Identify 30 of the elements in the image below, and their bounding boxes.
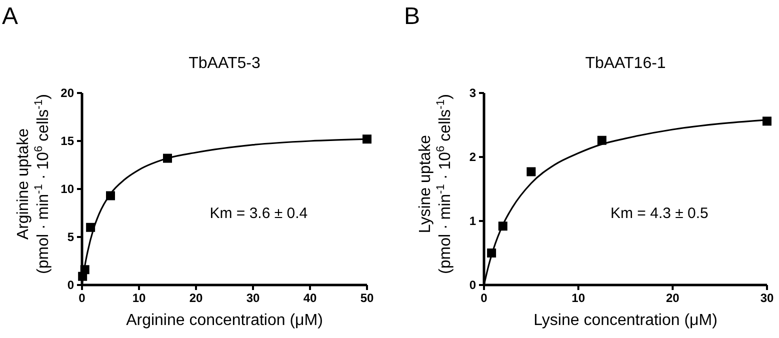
x-tick-label: 10 xyxy=(132,291,146,305)
x-tick-label: 0 xyxy=(480,291,488,305)
annotation: Km = 3.6 ± 0.4 xyxy=(210,204,308,222)
x-tick-label: 20 xyxy=(189,291,203,305)
x-tick-label: 50 xyxy=(360,291,374,305)
x-tick-label: 30 xyxy=(246,291,260,305)
y-tick-label: 0 xyxy=(67,278,74,292)
text: A xyxy=(2,3,18,30)
chart-title: TbAAT16-1 xyxy=(585,55,666,72)
y-tick-label: 1 xyxy=(469,214,476,228)
y-tick-label: 10 xyxy=(60,182,74,196)
y-tick-label: 5 xyxy=(67,230,74,244)
x-axis-title: Arginine concentration (μM) xyxy=(126,312,323,329)
annotation: Km = 4.3 ± 0.5 xyxy=(610,204,708,222)
y-tick-label: 3 xyxy=(469,86,476,100)
x-axis-title: Lysine concentration (μM) xyxy=(534,312,718,329)
y-tick-label: 20 xyxy=(60,86,74,100)
x-tick-label: 40 xyxy=(303,291,317,305)
x-tick-label: 20 xyxy=(666,291,680,305)
text: B xyxy=(404,3,420,30)
y-tick-label: 15 xyxy=(60,134,74,148)
x-tick-label: 0 xyxy=(78,291,86,305)
x-tick-label: 10 xyxy=(572,291,586,305)
point xyxy=(362,134,372,144)
chart-title: TbAAT5-3 xyxy=(188,55,260,72)
y-tick-label: 0 xyxy=(469,278,476,292)
x-tick-label: 30 xyxy=(760,291,774,305)
y-tick-label: 2 xyxy=(469,150,476,164)
point xyxy=(762,116,772,126)
point xyxy=(526,167,536,176)
